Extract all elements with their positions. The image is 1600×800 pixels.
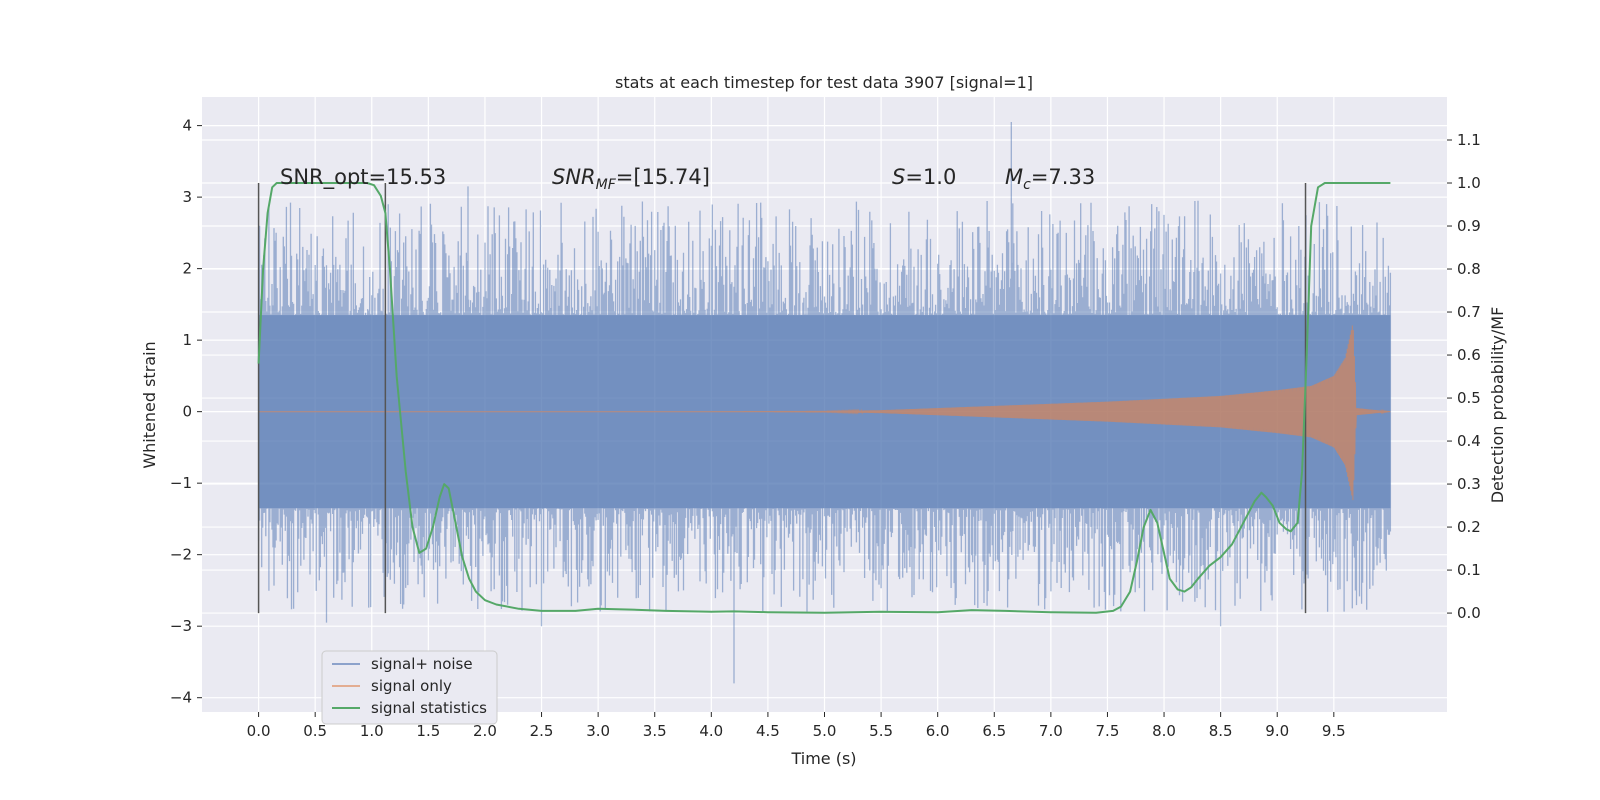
stats-series — [257, 182, 1391, 614]
legend-label-stats: signal statistics — [371, 699, 487, 717]
x-tick-label: 8.0 — [1152, 722, 1176, 740]
legend: signal+ noise signal only signal statist… — [321, 650, 498, 725]
y-tick-label: −3 — [170, 617, 192, 635]
y2-axis-label: Detection probability/MF — [1488, 307, 1507, 504]
y2-tick-label: 0.3 — [1457, 475, 1481, 493]
x-tick-label: 1.5 — [416, 722, 440, 740]
x-tick-label: 4.0 — [699, 722, 723, 740]
tick-layer: 0.0 0.5 1.0 1.5 2.0 2.5 3.0 3.5 4.0 4.5 5.0 5.5 6.0 6… — [170, 117, 1481, 740]
annotation-mc: Mc=7.33 — [1005, 165, 1095, 193]
chart-title: stats at each timestep for test data 390… — [615, 73, 1033, 92]
annotation-snr-mf-main: SNR — [552, 165, 596, 189]
y2-tick-label: 0.1 — [1457, 561, 1481, 579]
y2-tick-label: 0.4 — [1457, 432, 1481, 450]
y2-tick-label: 0.5 — [1457, 389, 1481, 407]
y2-tick-label: 0.7 — [1457, 303, 1481, 321]
x-tick-label: 6.5 — [982, 722, 1006, 740]
y-tick-label: 0 — [182, 403, 192, 421]
x-tick-label: 6.0 — [926, 722, 950, 740]
legend-box — [321, 650, 498, 725]
annotation-mc-sub: c — [1023, 177, 1031, 193]
x-tick-label: 5.0 — [813, 722, 837, 740]
x-tick-label: 4.5 — [756, 722, 780, 740]
signal-line — [258, 325, 1391, 501]
annotation-s: S=1.0 — [892, 165, 956, 189]
y-tick-label: 3 — [182, 188, 192, 206]
y-tick-label: 1 — [182, 331, 192, 349]
x-tick-label: 1.0 — [360, 722, 384, 740]
annotation-mc-main: M — [1005, 165, 1023, 189]
x-tick-label: 2.5 — [530, 722, 554, 740]
y2-tick-label: 0.9 — [1457, 217, 1481, 235]
y-tick-label: 4 — [182, 117, 192, 135]
signal-series — [258, 325, 1391, 501]
x-tick-label: 7.0 — [1039, 722, 1063, 740]
x-tick-label: 3.5 — [643, 722, 667, 740]
annotation-snr-opt: SNR_opt=15.53 — [280, 165, 446, 190]
annotation-snr-mf-sub: MF — [596, 177, 617, 193]
x-tick-label: 5.5 — [869, 722, 893, 740]
annotation-snr-mf: SNRMF=[15.74] — [552, 165, 710, 193]
y2-tick-label: 0.0 — [1457, 604, 1481, 622]
y-tick-label: −4 — [170, 689, 192, 707]
y2-tick-label: 0.6 — [1457, 346, 1481, 364]
y-tick-label: −1 — [170, 474, 192, 492]
x-tick-label: 7.5 — [1096, 722, 1120, 740]
annotation-snr-mf-rest: =[15.74] — [616, 165, 710, 189]
y2-tick-label: 0.2 — [1457, 518, 1481, 536]
x-tick-label: 8.5 — [1209, 722, 1233, 740]
annotation-mc-rest: =7.33 — [1031, 165, 1095, 189]
y2-tick-label: 1.1 — [1457, 131, 1481, 149]
y-tick-label: 2 — [182, 260, 192, 278]
x-tick-label: 9.0 — [1265, 722, 1289, 740]
legend-label-noise: signal+ noise — [371, 655, 473, 673]
y-axis-label: Whitened strain — [140, 341, 159, 468]
y-tick-label: −2 — [170, 546, 192, 564]
stats-line — [257, 182, 1391, 614]
annotation-s-rest: =1.0 — [905, 165, 956, 189]
y2-tick-label: 1.0 — [1457, 174, 1481, 192]
legend-label-signal: signal only — [371, 677, 452, 695]
x-tick-label: 0.5 — [303, 722, 327, 740]
annotation-s-main: S — [892, 165, 905, 189]
x-axis-label: Time (s) — [790, 749, 856, 768]
x-tick-label: 2.0 — [473, 722, 497, 740]
x-tick-label: 9.5 — [1322, 722, 1346, 740]
x-tick-label: 3.0 — [586, 722, 610, 740]
x-tick-label: 0.0 — [247, 722, 271, 740]
y2-tick-label: 0.8 — [1457, 260, 1481, 278]
